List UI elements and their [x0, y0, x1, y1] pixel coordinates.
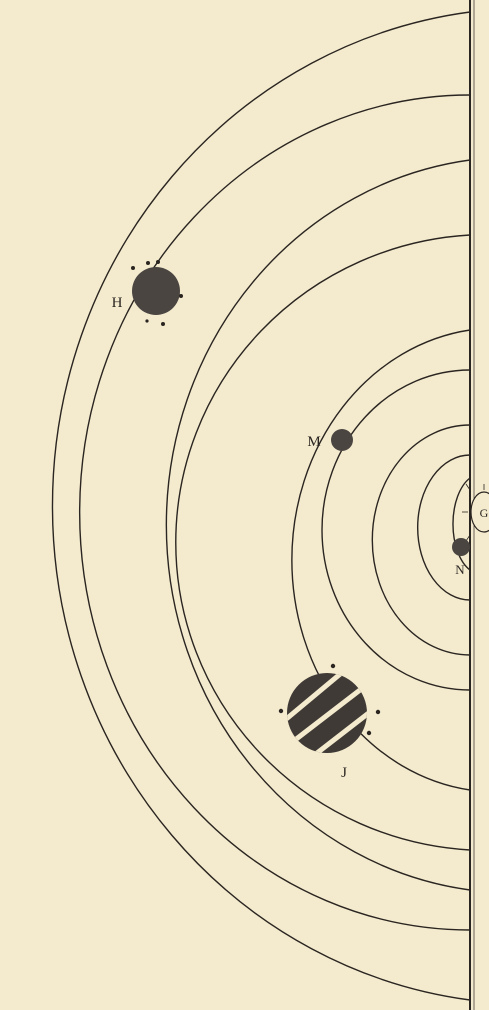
planet: [132, 267, 180, 315]
planet-label: M: [307, 434, 320, 450]
paper: [0, 0, 489, 1010]
planet-label: G: [480, 506, 489, 520]
solar-system-diagram: G H M J N: [0, 0, 489, 1010]
page: G H M J N (() => { const data = JSON.par…: [0, 0, 489, 1010]
planet-n: [452, 538, 470, 556]
planet-label: N: [455, 562, 465, 577]
planet-label: J: [341, 765, 347, 781]
planet-label: H: [112, 295, 123, 311]
planet-m: [331, 429, 353, 451]
